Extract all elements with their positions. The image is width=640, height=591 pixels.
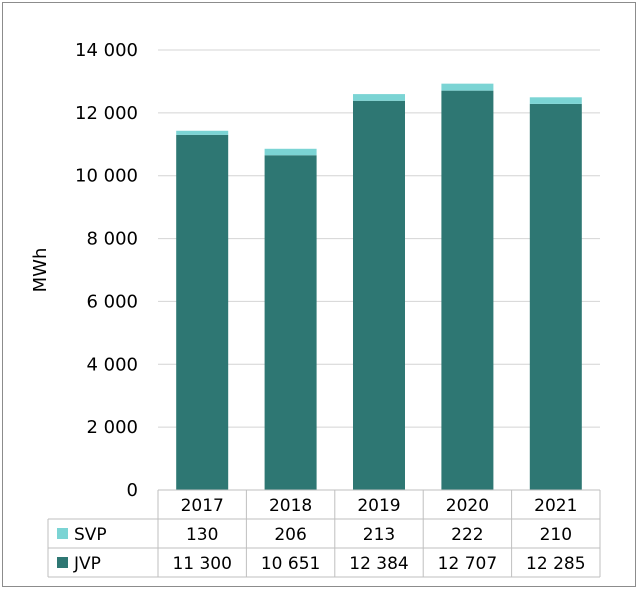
data-label-jvp: 12 285 xyxy=(526,554,585,574)
x-tick-label: 2018 xyxy=(269,496,312,516)
bar-jvp-2021 xyxy=(529,103,582,491)
data-label-svp: 130 xyxy=(186,525,218,545)
legend-label-svp: SVP xyxy=(74,525,107,545)
legend-swatch-jvp xyxy=(57,557,68,568)
y-axis-label: MWh xyxy=(30,248,51,293)
x-tick-label: 2019 xyxy=(357,496,400,516)
x-tick-label: 2020 xyxy=(446,496,489,516)
bar-svp-2019 xyxy=(353,94,405,101)
data-label-jvp: 12 707 xyxy=(438,554,497,574)
bar-jvp-2017 xyxy=(176,134,229,490)
x-tick-label: 2017 xyxy=(181,496,224,516)
data-label-svp: 222 xyxy=(451,525,483,545)
data-label-jvp: 10 651 xyxy=(261,554,320,574)
y-tick-label: 4 000 xyxy=(86,354,138,375)
y-tick-label: 10 000 xyxy=(75,166,138,187)
legend-swatch-svp xyxy=(57,528,68,539)
bar-svp-2018 xyxy=(264,148,317,156)
data-label-svp: 210 xyxy=(540,525,572,545)
y-tick-label: 8 000 xyxy=(86,229,138,250)
data-label-svp: 206 xyxy=(274,525,306,545)
y-tick-label: 14 000 xyxy=(75,40,138,61)
data-table: 2017 2018 2019 2020 2021 SVP 130 206 213 222 210 JV… xyxy=(47,489,601,578)
legend-label-jvp: JVP xyxy=(73,554,101,574)
x-tick-label: 2021 xyxy=(534,496,577,516)
bar-svp-2020 xyxy=(441,83,494,91)
y-tick-label: 2 000 xyxy=(86,417,138,438)
data-label-jvp: 12 384 xyxy=(349,554,408,574)
bars xyxy=(176,83,582,491)
y-tick-label: 0 xyxy=(127,480,138,501)
bar-svp-2021 xyxy=(529,97,582,104)
y-tick-label: 12 000 xyxy=(75,103,138,124)
bar-svp-2017 xyxy=(176,130,229,135)
bar-jvp-2020 xyxy=(441,90,494,490)
y-axis: 0 2 000 4 000 6 000 8 000 10 000 12 000 14 000 xyxy=(75,40,138,501)
data-label-svp: 213 xyxy=(363,525,395,545)
y-tick-label: 6 000 xyxy=(86,291,138,312)
data-label-jvp: 11 300 xyxy=(172,554,231,574)
bar-jvp-2019 xyxy=(353,100,405,490)
bar-jvp-2018 xyxy=(264,155,317,491)
